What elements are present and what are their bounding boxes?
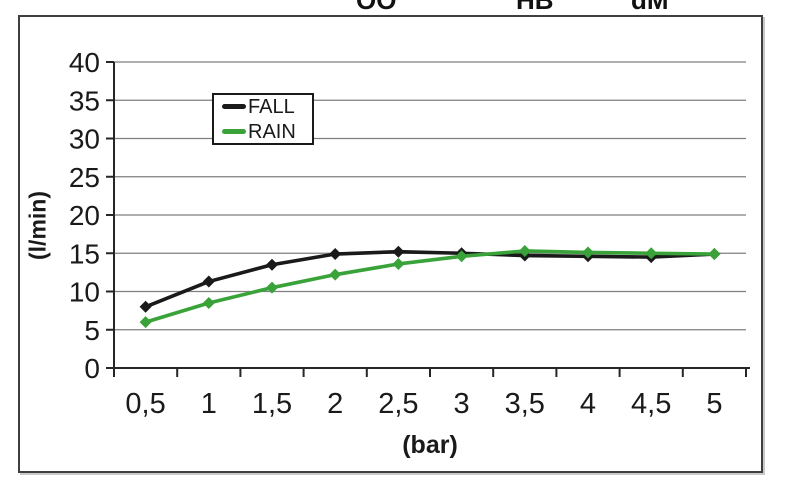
data-point-marker-fall bbox=[329, 248, 342, 261]
legend-item-rain: RAIN bbox=[222, 122, 312, 142]
rain-line-swatch bbox=[222, 129, 246, 134]
x-tick-label: 3,5 bbox=[505, 388, 545, 420]
series-line-rain bbox=[143, 249, 717, 324]
data-point-marker-rain bbox=[139, 316, 152, 329]
data-point-marker-fall bbox=[266, 258, 278, 271]
legend-label-fall: FALL bbox=[248, 95, 295, 118]
y-axis-label: (l/min) bbox=[24, 191, 51, 260]
legend: FALL RAIN bbox=[212, 93, 314, 145]
legend-item-fall: FALL bbox=[222, 97, 312, 117]
top-text-fragment: HB bbox=[516, 0, 554, 13]
y-tick-label: 35 bbox=[69, 85, 100, 116]
y-tick-label: 0 bbox=[84, 353, 100, 384]
y-tick-label: 30 bbox=[69, 124, 100, 155]
chart-frame: 0 5 10 15 20 25 30 35 40 0,5 1 1,5 2 2,5 3 3,5 4 4,5 5 (l/… bbox=[18, 15, 763, 473]
data-point-marker-rain bbox=[202, 296, 215, 309]
top-text-fragment: OO bbox=[356, 0, 396, 13]
legend-label-rain: RAIN bbox=[248, 120, 296, 143]
data-point-marker-rain bbox=[518, 244, 531, 257]
x-tick-label: 3 bbox=[454, 388, 470, 420]
x-tick-label: 1,5 bbox=[252, 388, 292, 420]
y-tick-label: 20 bbox=[69, 200, 100, 231]
data-point-marker-rain bbox=[455, 250, 468, 263]
data-point-marker-rain bbox=[582, 246, 594, 259]
x-tick-label: 4,5 bbox=[631, 388, 671, 420]
x-tick-label: 5 bbox=[706, 388, 722, 420]
series-line-fall bbox=[143, 249, 717, 309]
data-point-marker-rain bbox=[266, 281, 278, 294]
x-tick-label: 0,5 bbox=[125, 388, 165, 420]
x-axis-label: (bar) bbox=[402, 431, 458, 459]
data-point-marker-fall bbox=[392, 245, 405, 258]
fall-line-swatch bbox=[222, 104, 246, 109]
data-point-marker-fall bbox=[139, 300, 152, 313]
x-tick-label: 4 bbox=[580, 388, 596, 420]
y-tick-label: 15 bbox=[69, 238, 100, 269]
data-point-marker-rain bbox=[645, 247, 658, 260]
data-point-marker-rain bbox=[708, 248, 721, 261]
y-tick-label: 25 bbox=[69, 162, 100, 193]
data-point-marker-rain bbox=[392, 257, 405, 270]
x-tick-label: 1 bbox=[201, 388, 217, 420]
data-point-marker-fall bbox=[202, 275, 215, 288]
data-point-marker-rain bbox=[329, 268, 342, 281]
y-tick-label: 10 bbox=[69, 277, 100, 308]
y-tick-label: 5 bbox=[84, 315, 100, 346]
top-text-fragment: dM bbox=[631, 0, 669, 13]
x-tick-label: 2,5 bbox=[378, 388, 418, 420]
flow-rate-chart: 0 5 10 15 20 25 30 35 40 0,5 1 1,5 2 2,5 3 3,5 4 4,5 5 bbox=[69, 47, 750, 420]
top-clipped-text-row: OO HB dM bbox=[0, 0, 800, 13]
y-tick-label: 40 bbox=[69, 47, 100, 78]
x-tick-label: 2 bbox=[327, 388, 343, 420]
